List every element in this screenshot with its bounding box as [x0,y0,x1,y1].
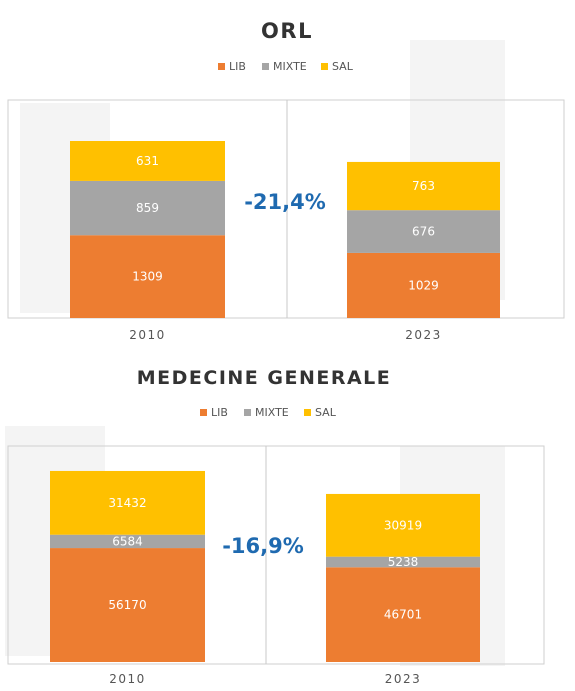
legend-label-sal: SAL [332,60,354,73]
chart-title: MEDECINE GENERALE [137,367,392,389]
x-tick-label: 2023 [385,672,422,686]
medecine-generale-chart-svg: MEDECINE GENERALE LIB MIXTE SAL 56170 6584 3… [5,367,545,686]
bars: 1309 859 631 1029 676 763 [70,141,500,318]
x-tick-label: 2010 [129,328,166,342]
legend-label-lib: LIB [211,406,228,419]
legend: LIB MIXTE SAL [200,406,337,419]
bar-segment-lib [70,235,225,318]
x-axis-labels: 2010 2023 [129,328,442,342]
data-label-mixte: 676 [412,225,435,239]
bar-segment-lib [50,548,205,662]
chart-title: ORL [261,19,313,43]
data-label-sal: 763 [412,179,435,193]
legend: LIB MIXTE SAL [218,60,354,73]
bars: 56170 6584 31432 46701 5238 30919 [50,470,480,662]
orl-chart-svg: ORL LIB MIXTE SAL 1309 859 631 1029 676 763 201… [7,19,565,342]
bar-segment-mixte [50,534,205,549]
legend-label-mixte: MIXTE [255,406,289,419]
bar-segment-mixte [347,210,500,253]
data-label-lib: 46701 [384,608,422,622]
medecine-generale-chart: MEDECINE GENERALE LIB MIXTE SAL 56170 6584 3… [0,346,575,691]
legend-swatch-lib [200,409,207,416]
legend-swatch-sal [304,409,311,416]
bar-segment-sal [326,493,480,557]
legend-swatch-lib [218,63,225,70]
legend-label-lib: LIB [229,60,246,73]
data-label-lib: 1309 [132,270,163,284]
x-tick-label: 2010 [109,672,146,686]
bar-segment-mixte [326,556,480,568]
legend-label-mixte: MIXTE [273,60,307,73]
legend-swatch-sal [321,63,328,70]
bar-segment-sal [347,161,500,211]
plot-frame [7,99,565,319]
data-label-mixte: 859 [136,201,159,215]
data-label-mixte: 6584 [112,534,143,548]
bar-segment-mixte [70,180,225,236]
x-axis-labels: 2010 2023 [109,672,422,686]
data-label-lib: 56170 [108,598,146,612]
data-label-sal: 31432 [108,496,146,510]
bar-segment-sal [70,141,225,181]
data-label-lib: 1029 [408,278,439,292]
legend-label-sal: SAL [315,406,337,419]
plot-frame [7,445,545,665]
change-label: -21,4% [244,190,326,214]
legend-swatch-mixte [244,409,251,416]
data-label-sal: 30919 [384,518,422,532]
data-label-mixte: 5238 [388,555,419,569]
data-label-sal: 631 [136,154,159,168]
bar-segment-lib [326,567,480,662]
bar-segment-sal [50,470,205,535]
bar-segment-lib [347,252,500,318]
orl-chart: ORL LIB MIXTE SAL 1309 859 631 1029 676 763 201… [0,0,575,345]
legend-swatch-mixte [262,63,269,70]
x-tick-label: 2023 [405,328,442,342]
change-label: -16,9% [222,534,304,558]
